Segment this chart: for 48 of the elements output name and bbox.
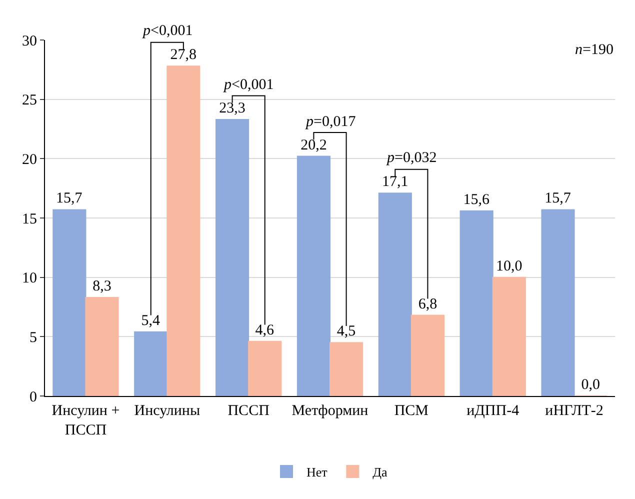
y-tick-label: 15	[22, 211, 37, 228]
annotation: n=190	[575, 42, 614, 58]
y-tick-label: 0	[30, 389, 37, 406]
x-tick-label: ПССП	[228, 403, 270, 419]
bar	[296, 156, 330, 396]
data-label: 4,5	[336, 324, 356, 340]
annotation: p=0,017	[305, 114, 356, 130]
data-label: 15,6	[463, 192, 490, 208]
data-label: 0,0	[581, 377, 600, 393]
data-label: 17,1	[382, 174, 408, 190]
bar	[134, 331, 168, 396]
y-tick-label: 10	[22, 270, 37, 287]
bar	[330, 342, 364, 396]
y-tick-label: 30	[22, 33, 37, 50]
bar	[410, 314, 444, 396]
data-label: 23,3	[219, 100, 246, 117]
data-label: 15,7	[56, 190, 83, 207]
x-tick-label: Инсулин + ПССП	[52, 403, 120, 438]
text: p<0,001	[142, 23, 193, 39]
annotation: p<0,001	[223, 77, 274, 93]
bar	[248, 340, 282, 396]
bar	[52, 209, 86, 396]
bar	[166, 66, 200, 396]
y-tick-label: 25	[22, 92, 37, 109]
x-tick-label: Метформин	[292, 403, 368, 419]
x-tick-label: иДПП-4	[466, 403, 520, 419]
data-label: 20,2	[300, 137, 327, 154]
bar	[492, 276, 526, 396]
legend-label: Нет	[306, 464, 328, 480]
data-label: 15,7	[544, 190, 572, 207]
y-tick-label: 20	[22, 152, 37, 168]
bar	[85, 297, 119, 396]
x-tick-label: ПСМ	[394, 403, 429, 419]
data-label: 27,8	[170, 47, 197, 64]
legend-label: Да	[372, 464, 388, 480]
data-label: 4,6	[255, 322, 274, 338]
annotation: p=0,032	[386, 150, 437, 166]
x-tick-label: иНГЛТ-2	[545, 403, 604, 419]
x-tick-label: Инсулины	[134, 403, 200, 419]
bar	[216, 119, 250, 396]
data-label: 6,8	[418, 296, 438, 312]
y-tick-label: 5	[30, 330, 37, 346]
data-label: 5,4	[141, 312, 160, 329]
data-label: 10,0	[496, 258, 522, 274]
data-label: 8,3	[92, 278, 112, 295]
bar	[460, 210, 494, 396]
bar	[541, 209, 575, 396]
bar	[378, 192, 412, 396]
